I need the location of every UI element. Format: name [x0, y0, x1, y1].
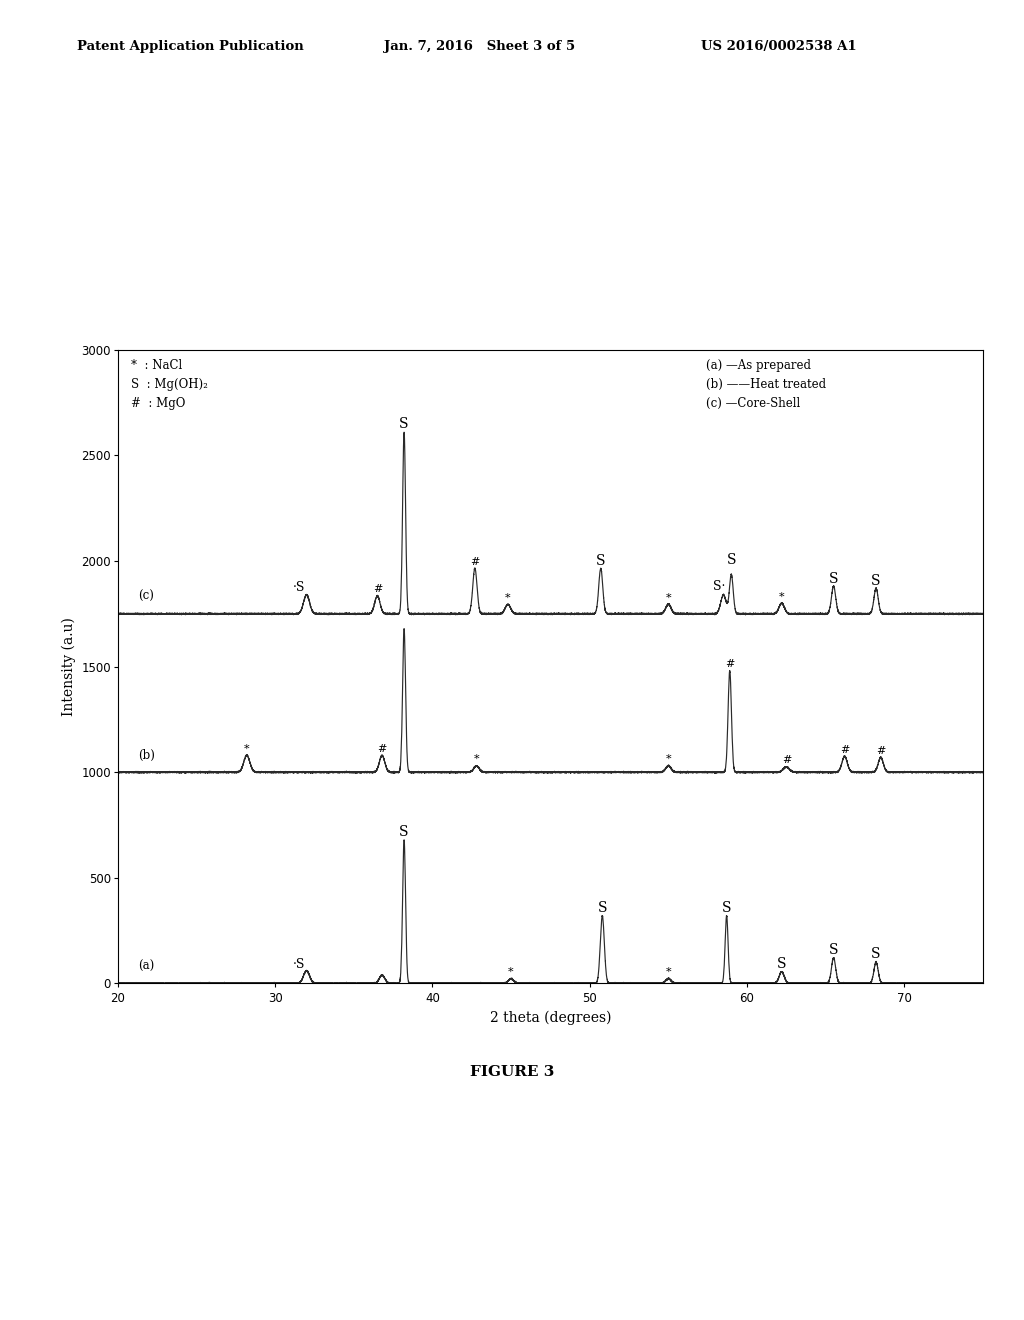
- Text: (a): (a): [138, 960, 155, 973]
- Text: S: S: [828, 944, 839, 957]
- Text: S: S: [596, 554, 605, 568]
- Text: (b): (b): [138, 748, 155, 762]
- Text: S: S: [722, 900, 731, 915]
- Y-axis label: Intensity (a.u): Intensity (a.u): [61, 618, 76, 715]
- Text: S: S: [399, 417, 409, 432]
- Text: *: *: [779, 591, 784, 602]
- Text: FIGURE 3: FIGURE 3: [470, 1065, 554, 1078]
- Text: *: *: [666, 754, 671, 764]
- Text: *: *: [505, 593, 511, 603]
- Text: *: *: [666, 593, 671, 603]
- Text: S·: S·: [713, 581, 725, 593]
- Text: ·S: ·S: [293, 581, 305, 594]
- Text: Jan. 7, 2016   Sheet 3 of 5: Jan. 7, 2016 Sheet 3 of 5: [384, 40, 575, 53]
- Text: *: *: [666, 968, 671, 977]
- Text: (c): (c): [138, 590, 154, 603]
- Text: (a) —As prepared
(b) ——Heat treated
(c) —Core-Shell: (a) —As prepared (b) ——Heat treated (c) …: [707, 359, 826, 411]
- Text: #: #: [470, 557, 479, 566]
- X-axis label: 2 theta (degrees): 2 theta (degrees): [489, 1011, 611, 1026]
- Text: S: S: [871, 948, 881, 961]
- Text: *: *: [244, 743, 250, 754]
- Text: S: S: [727, 553, 736, 568]
- Text: *: *: [508, 968, 514, 977]
- Text: S: S: [399, 825, 409, 838]
- Text: #: #: [877, 746, 886, 755]
- Text: S: S: [828, 572, 839, 586]
- Text: ·S: ·S: [293, 957, 305, 970]
- Text: *  : NaCl
S  : Mg(OH)₂
#  : MgO: * : NaCl S : Mg(OH)₂ # : MgO: [131, 359, 208, 411]
- Text: #: #: [725, 659, 734, 669]
- Text: #: #: [781, 755, 792, 766]
- Text: S: S: [871, 574, 881, 587]
- Text: #: #: [378, 743, 387, 754]
- Text: US 2016/0002538 A1: US 2016/0002538 A1: [701, 40, 857, 53]
- Text: *: *: [474, 754, 479, 764]
- Text: Patent Application Publication: Patent Application Publication: [77, 40, 303, 53]
- Text: #: #: [373, 585, 382, 594]
- Text: S: S: [598, 900, 607, 915]
- Text: S: S: [777, 957, 786, 972]
- Text: #: #: [840, 744, 849, 755]
